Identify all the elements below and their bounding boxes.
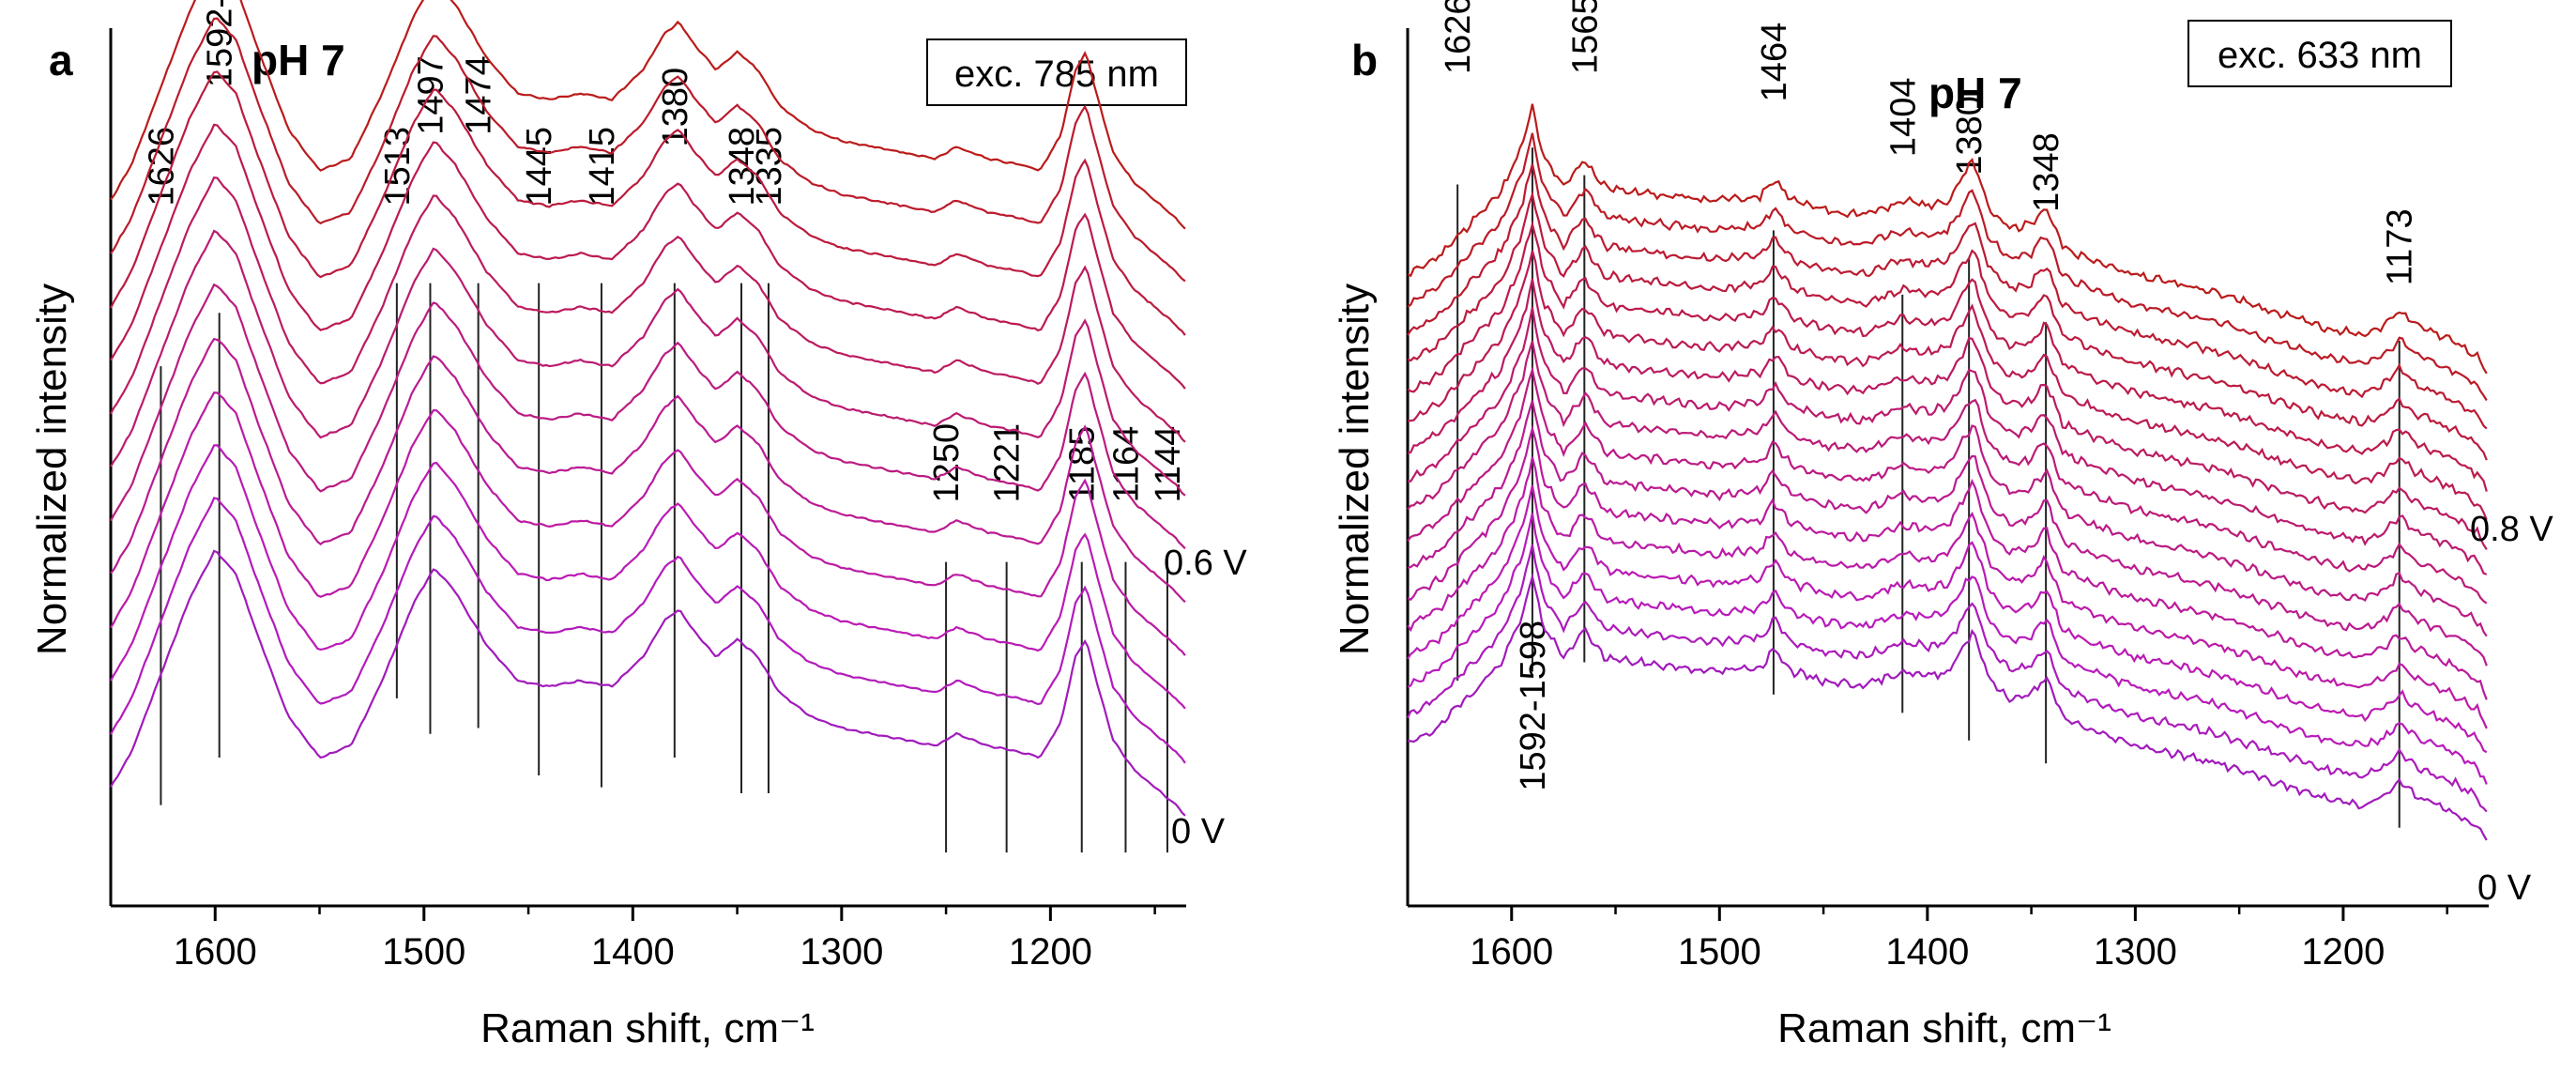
spectrum-line <box>1407 572 2488 841</box>
x-tick-label: 1500 <box>382 931 465 973</box>
panel-a-bottom-voltage-label: 0 V <box>1171 812 1226 851</box>
peak-marker-label: 1592-1598 <box>201 0 240 87</box>
spectrum-line <box>110 17 1186 283</box>
peak-marker-label: 1348 <box>2027 132 2066 212</box>
panel-b-series <box>1407 103 2488 841</box>
panel-a-excitation-box <box>926 38 1187 106</box>
spectrum-line <box>1407 365 2488 637</box>
peak-marker-label: 1250 <box>927 423 967 503</box>
spectrum-line <box>1407 132 2488 402</box>
spectrum-line <box>1408 307 2488 575</box>
spectrum-line <box>110 229 1186 497</box>
spectrum-line <box>110 70 1186 336</box>
x-tick-label: 1300 <box>800 931 883 973</box>
peak-marker-label: 1380 <box>656 68 695 147</box>
spectrum-line <box>110 497 1186 764</box>
panel-a-series <box>110 0 1186 817</box>
x-tick-label: 1400 <box>1885 931 1969 973</box>
spectrum-line <box>110 337 1186 604</box>
spectrum-line <box>110 0 1186 230</box>
x-tick-label: 1200 <box>2301 931 2385 973</box>
peak-marker-label: 1565 <box>1565 0 1605 74</box>
peak-marker-label: 1445 <box>520 127 559 207</box>
panel-b-y-axis-label: Normalized intensity <box>1332 284 1378 655</box>
panel-b-bottom-voltage-label: 0 V <box>2477 868 2532 908</box>
x-tick-label: 1600 <box>174 931 257 973</box>
peak-marker-label: 1173 <box>2381 208 2420 285</box>
x-tick-label: 1200 <box>1009 931 1092 973</box>
spectrum-line <box>1407 278 2488 550</box>
peak-marker-label: 1626 <box>1439 0 1478 74</box>
spectrum-line <box>1407 163 2488 430</box>
spectrum-line <box>110 391 1186 656</box>
panel-a-excitation-label: exc. 785 nm <box>954 54 1159 95</box>
peak-marker-label: 1415 <box>583 127 622 207</box>
x-tick-label: 1400 <box>591 931 675 973</box>
spectrum-line <box>1407 400 2488 667</box>
spectrum-line <box>1407 544 2488 813</box>
panel-b-excitation-box <box>2187 20 2452 87</box>
panel-b-top-voltage-label: 0.8 V <box>2470 510 2553 549</box>
peak-marker-label: 1404 <box>1883 78 1923 158</box>
panel-a-y-axis-label: Normalized intensity <box>29 284 75 655</box>
x-tick-label: 1600 <box>1470 931 1553 973</box>
panel-a-letter: a <box>49 36 73 84</box>
peak-marker-label: 1592-1598 <box>1514 621 1553 791</box>
spectrum-line <box>1407 424 2488 700</box>
panel-a-axes: 1600 1500 1400 1300 1200 <box>109 28 1186 973</box>
spectrum-line <box>110 123 1186 390</box>
panel-a-top-voltage-label: 0.6 V <box>1164 544 1247 583</box>
panel-b-title: pH 7 <box>1928 69 2022 117</box>
spectrum-line <box>1407 340 2488 605</box>
panel-b-letter: b <box>1351 36 1378 84</box>
spectrum-line <box>1407 250 2488 521</box>
spectrum-line <box>1407 191 2488 461</box>
spectrum-line <box>1407 220 2488 492</box>
spectrum-line <box>110 176 1186 443</box>
panel-a-x-axis-label: Raman shift, cm⁻¹ <box>480 1005 815 1051</box>
panel-b-axes: 1600 1500 1400 1300 1200 <box>1406 28 2489 973</box>
peak-marker-label: 1464 <box>1755 23 1794 102</box>
peak-marker-label: 1474 <box>460 55 499 135</box>
spectrum-line <box>110 549 1186 817</box>
spectrum-line <box>1407 103 2488 375</box>
panel-a: a pH 7 exc. 785 nm Normalized intensity … <box>29 0 1247 1051</box>
spectrum-line <box>1407 456 2488 729</box>
spectrum-line <box>1407 513 2488 785</box>
spectrum-line <box>110 444 1186 710</box>
peak-marker-label: 1335 <box>750 127 789 207</box>
spectrum-line <box>110 283 1186 550</box>
panel-b-x-axis-label: Raman shift, cm⁻¹ <box>1777 1005 2111 1051</box>
x-tick-label: 1500 <box>1678 931 1761 973</box>
panel-b: b pH 7 exc. 633 nm Normalized intensity … <box>1332 0 2553 1051</box>
peak-marker-label: 1221 <box>988 423 1028 503</box>
spectrum-line <box>1407 484 2488 754</box>
panel-a-title: pH 7 <box>252 36 345 84</box>
x-tick-label: 1300 <box>2094 931 2177 973</box>
panel-b-excitation-label: exc. 633 nm <box>2218 35 2422 76</box>
